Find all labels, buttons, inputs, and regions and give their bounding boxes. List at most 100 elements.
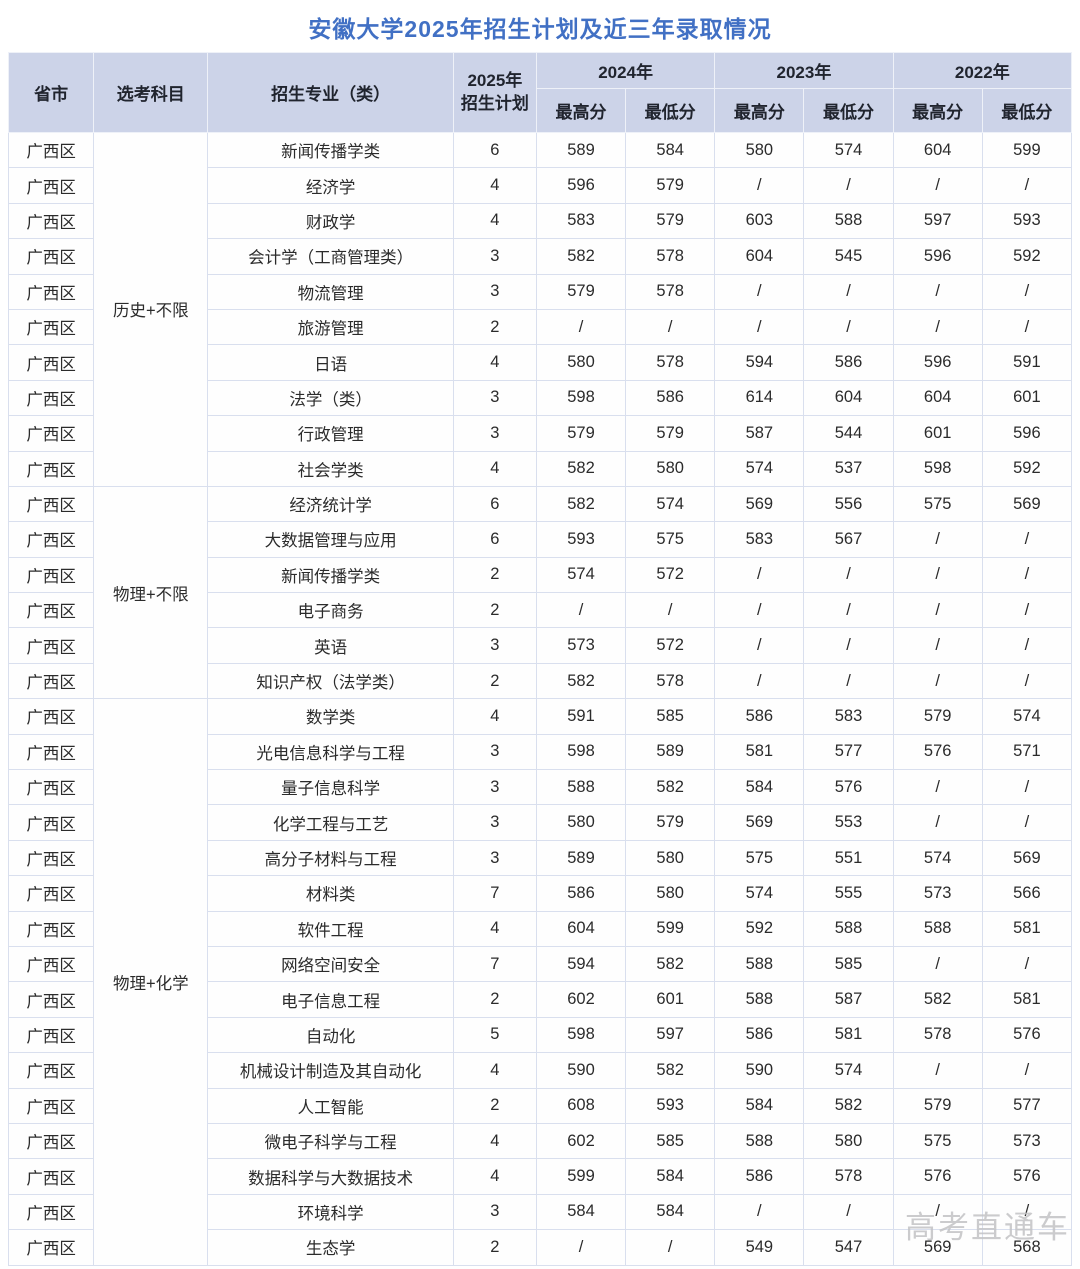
score-2024-max: 580 [535,344,627,381]
major-cell: 日语 [207,344,454,381]
table-body: 广西区 历史+不限 新闻传播学类 6 589 584 580 574 604 599 广西区 经济学 4… [7,131,1073,1266]
col-header-province: 省市 [7,52,95,133]
province-cell: 广西区 [7,238,95,275]
score-2023-min: 588 [803,910,894,947]
score-2022-max: 601 [892,415,983,452]
score-2022-max: / [892,769,983,806]
plan-cell: 4 [452,698,537,735]
score-2022-max: / [892,662,983,700]
col-header-year-2024: 2024年 [535,52,716,89]
score-2024-min: / [625,592,716,629]
page-title: 安徽大学2025年招生计划及近三年录取情况 [308,16,772,42]
score-2022-max: 575 [892,1122,983,1160]
score-2024-max: 574 [535,556,627,594]
score-2023-min: 580 [803,1122,894,1160]
score-2022-min: 576 [981,1016,1073,1054]
score-2024-min: 579 [625,415,716,452]
table-row: 广西区 软件工程 4 604 599 592 588 588 581 [7,910,1073,947]
score-2024-min: 593 [625,1087,716,1124]
score-2022-min: / [981,592,1073,629]
score-2024-max: 582 [535,662,627,700]
table-row: 广西区 知识产权（法学类） 2 582 578// / / [7,662,1073,700]
table-row: 广西区 材料类 7 586 580 574 555 573 566 [7,875,1073,912]
province-cell: 广西区 [7,344,95,381]
plan-cell: 2 [452,1229,537,1266]
col-header-year-2023: 2023年 [714,52,894,89]
score-2024-max: 588 [535,769,627,806]
score-2024-min: 580 [625,450,716,487]
score-2023-min: / [803,1193,894,1231]
score-2024-max: 608 [535,1087,627,1124]
score-2024-min: 575 [625,521,716,558]
score-2023-min: 585 [803,945,894,983]
score-2023-min: 574 [803,131,894,169]
score-2023-min: 556 [803,485,894,523]
score-2022-min: 569 [981,485,1073,523]
province-cell: 广西区 [7,1229,95,1266]
province-cell: 广西区 [7,273,95,310]
table-row: 广西区 生态学 2//549 547 569 568 [7,1229,1073,1266]
score-2024-min: 572 [625,627,716,664]
score-2022-max: / [892,308,983,346]
score-2023-max: 569 [714,804,805,841]
score-2024-min: 589 [625,733,716,771]
score-2023-max: / [714,592,805,629]
score-2023-max: 574 [714,450,805,487]
score-2024-max: 582 [535,238,627,275]
province-cell: 广西区 [7,1158,95,1195]
score-2023-min: 537 [803,450,894,487]
col-header-2022-min: 最低分 [981,88,1073,133]
table-row: 广西区 微电子科学与工程 4 602 585 588 580 575 573 [7,1122,1073,1160]
plan-cell: 4 [452,1052,537,1089]
score-2022-min: 577 [981,1087,1073,1124]
province-cell: 广西区 [7,769,95,806]
score-2023-max: / [714,273,805,310]
score-2024-max: 590 [535,1052,627,1089]
score-2022-max: 575 [892,485,983,523]
major-cell: 软件工程 [207,910,454,947]
table-row: 广西区 人工智能 2 608 593 584 582 579 577 [7,1087,1073,1124]
score-2024-max: 602 [535,1122,627,1160]
score-2024-max: 593 [535,521,627,558]
score-2023-max: 584 [714,1087,805,1124]
score-2022-max: / [892,167,983,204]
col-header-major: 招生专业（类） [207,52,454,133]
score-2022-min: 601 [981,379,1073,417]
score-2024-max: 604 [535,910,627,947]
score-2022-max: 588 [892,910,983,947]
score-2023-max: 586 [714,1016,805,1054]
major-cell: 网络空间安全 [207,945,454,983]
plan-cell: 3 [452,627,537,664]
score-2024-max: 589 [535,131,627,169]
score-2022-max: 579 [892,1087,983,1124]
score-2022-min: 568 [981,1229,1073,1266]
score-2022-min: 574 [981,698,1073,735]
plan-cell: 2 [452,662,537,700]
table-row: 广西区 财政学 4 583 579 603 588 597 593 [7,202,1073,240]
score-2023-max: / [714,556,805,594]
score-2022-min: / [981,945,1073,983]
score-2024-max: 580 [535,804,627,841]
major-cell: 量子信息科学 [207,769,454,806]
table-row: 广西区 行政管理 3 579 579 587 544 601 596 [7,415,1073,452]
score-2023-max: 588 [714,1122,805,1160]
score-2023-max: 569 [714,485,805,523]
major-cell: 新闻传播学类 [207,556,454,594]
score-2024-max: 589 [535,839,627,877]
plan-cell: 4 [452,202,537,240]
score-2022-min: 596 [981,415,1073,452]
province-cell: 广西区 [7,450,95,487]
score-2022-max: / [892,804,983,841]
plan-cell: 3 [452,1193,537,1231]
score-2023-min: 567 [803,521,894,558]
score-2024-min: 582 [625,769,716,806]
score-2022-max: 576 [892,733,983,771]
score-2023-max: / [714,167,805,204]
plan-cell: 4 [452,450,537,487]
score-2024-min: 579 [625,202,716,240]
col-header-2023-max: 最高分 [714,88,805,133]
table-row: 广西区 物理+化学 数学类 4 591 585 586 583 579 574 [7,698,1073,1266]
score-2023-max: 584 [714,769,805,806]
table-row: 广西区 大数据管理与应用 6 593 575 583 567// [7,521,1073,558]
